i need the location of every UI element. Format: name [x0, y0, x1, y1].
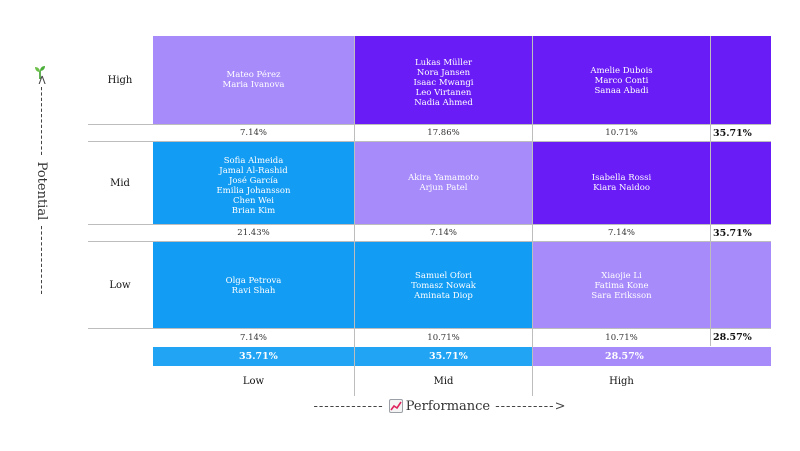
cell-high-high: Amelie Dubois Marco Conti Sanaa Abadi [533, 36, 710, 124]
employee-name: Emilia Johansson [216, 186, 291, 196]
grid-line [88, 328, 771, 329]
sprout-icon [35, 66, 45, 79]
employee-name: Nora Jansen [416, 68, 471, 78]
employee-name: Brian Kim [231, 206, 276, 216]
employee-name: Xiaojie Li [601, 271, 642, 281]
grid-line [88, 141, 771, 142]
column-total-high: 28.57% [533, 347, 771, 366]
employee-name: Aminata Diop [414, 291, 473, 301]
row-total-bar-low [711, 242, 771, 328]
employee-name: Lukas Müller [414, 58, 473, 68]
cell-pct-high-mid: 17.86% [355, 125, 532, 141]
cell-pct-low-mid: 10.71% [355, 329, 532, 346]
cell-mid-mid: Akira Yamamoto Arjun Patel [355, 142, 532, 224]
employee-name: Olga Petrova [225, 276, 282, 286]
grid-line [88, 241, 771, 242]
cell-names: Samuel Ofori Tomasz Nowak Aminata Diop [411, 271, 476, 301]
cell-names: Olga Petrova Ravi Shah [226, 276, 282, 296]
cell-names: Amelie Dubois Marco Conti Sanaa Abadi [590, 66, 652, 96]
employee-name: Amelie Dubois [590, 66, 653, 76]
cell-high-low: Mateo Pérez Maria Ivanova [153, 36, 354, 124]
employee-name: Tomasz Nowak [411, 281, 476, 291]
employee-name: Nadia Ahmed [414, 98, 473, 108]
cell-pct-high-high: 10.71% [533, 125, 710, 141]
column-total-mid: 35.71% [355, 347, 532, 366]
cell-names: Lukas Müller Nora Jansen Isaac Mwangi Le… [414, 58, 474, 108]
x-axis-dashes: ------------- [313, 398, 389, 414]
employee-name: Jamal Al-Rashid [219, 166, 288, 176]
grid-line [88, 124, 771, 125]
column-total-low: 35.71% [153, 347, 354, 366]
cell-pct-low-high: 10.71% [533, 329, 710, 346]
grid-line [710, 36, 711, 346]
employee-name: Leo Virtanen [415, 88, 472, 98]
cell-high-mid: Lukas Müller Nora Jansen Isaac Mwangi Le… [355, 36, 532, 124]
employee-name: Kiara Naidoo [593, 183, 650, 193]
column-label-high: High [609, 375, 634, 387]
cell-mid-low: Sofia Almeida Jamal Al-Rashid José Garcí… [153, 142, 354, 224]
y-axis-arrowhead: <------------- [34, 74, 50, 162]
cell-names: Akira Yamamoto Arjun Patel [408, 173, 479, 193]
row-total-bar-high [711, 36, 771, 124]
row-total-low: 28.57% [713, 332, 752, 343]
employee-name: Akira Yamamoto [408, 173, 479, 183]
employee-name: Sofia Almeida [223, 156, 284, 166]
employee-name: Mateo Pérez [226, 70, 281, 80]
employee-name: Arjun Patel [419, 183, 468, 193]
employee-name: Sanaa Abadi [594, 86, 649, 96]
employee-name: Fatima Kone [594, 281, 649, 291]
cell-pct-high-low: 7.14% [153, 125, 354, 141]
y-axis-title-text: Potential [34, 161, 50, 221]
row-total-bar-mid [711, 142, 771, 224]
y-axis-dashes: ------------- [34, 220, 50, 296]
column-label-low: Low [242, 375, 265, 387]
cell-names: Mateo Pérez Maria Ivanova [222, 70, 284, 90]
cell-mid-high: Isabella Rossi Kiara Naidoo [533, 142, 710, 224]
cell-low-low: Olga Petrova Ravi Shah [153, 242, 354, 328]
row-total-mid: 35.71% [713, 227, 752, 239]
employee-name: Ravi Shah [231, 286, 276, 296]
row-label-low: Low [109, 279, 131, 291]
x-axis-title: ------------- Performance -----------> [240, 396, 640, 416]
employee-name: Isabella Rossi [591, 173, 652, 183]
employee-name: Chen Wei [233, 196, 274, 206]
employee-name: Isaac Mwangi [413, 78, 474, 88]
employee-name: Samuel Ofori [415, 271, 472, 281]
y-axis-icon [32, 64, 48, 80]
row-label-mid: Mid [110, 177, 130, 189]
employee-name: Maria Ivanova [222, 80, 285, 90]
grid-line [354, 36, 355, 396]
x-axis-title-text: Performance [405, 398, 491, 414]
cell-names: Isabella Rossi Kiara Naidoo [592, 173, 651, 193]
column-label-mid: Mid [433, 375, 454, 387]
employee-name: José García [228, 176, 279, 186]
cell-names: Sofia Almeida Jamal Al-Rashid José Garcí… [216, 156, 290, 216]
employee-name: Marco Conti [594, 76, 649, 86]
cell-low-high: Xiaojie Li Fatima Kone Sara Eriksson [533, 242, 710, 328]
chart-increasing-icon [388, 399, 403, 413]
cell-pct-mid-low: 21.43% [153, 225, 354, 241]
row-total-high: 35.71% [713, 127, 752, 139]
cell-low-mid: Samuel Ofori Tomasz Nowak Aminata Diop [355, 242, 532, 328]
employee-name: Sara Eriksson [591, 291, 652, 301]
cell-pct-mid-mid: 7.14% [355, 225, 532, 241]
y-axis-title: <------------- Potential ------------- [32, 74, 52, 296]
cell-pct-low-low: 7.14% [153, 329, 354, 346]
cell-names: Xiaojie Li Fatima Kone Sara Eriksson [591, 271, 651, 301]
row-label-high: High [107, 74, 133, 86]
grid-line [88, 224, 771, 225]
cell-pct-mid-high: 7.14% [533, 225, 710, 241]
x-axis-arrowhead: -----------> [490, 398, 567, 414]
grid-line [532, 36, 533, 396]
